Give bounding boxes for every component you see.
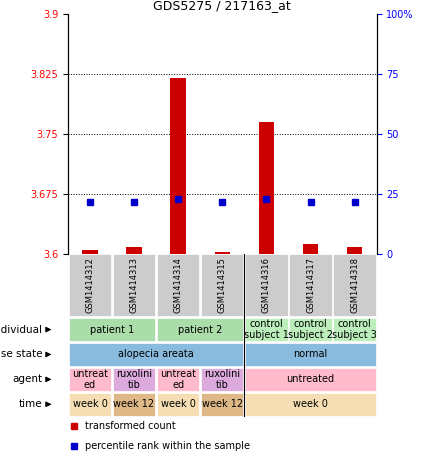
Bar xyxy=(245,368,376,391)
Text: GSM1414317: GSM1414317 xyxy=(306,257,315,313)
Bar xyxy=(333,318,376,341)
Bar xyxy=(245,318,288,341)
Bar xyxy=(69,343,244,366)
Text: week 12: week 12 xyxy=(202,399,243,410)
Bar xyxy=(157,368,199,391)
Bar xyxy=(69,368,111,391)
Bar xyxy=(245,343,376,366)
Text: untreat
ed: untreat ed xyxy=(72,369,108,390)
Text: control
subject 2: control subject 2 xyxy=(288,319,333,340)
Bar xyxy=(303,244,318,254)
Text: ruxolini
tib: ruxolini tib xyxy=(116,369,152,390)
Text: control
subject 3: control subject 3 xyxy=(332,319,377,340)
Text: GSM1414314: GSM1414314 xyxy=(174,257,183,313)
Text: disease state: disease state xyxy=(0,349,42,360)
Text: patient 2: patient 2 xyxy=(178,324,223,335)
Bar xyxy=(69,254,111,317)
Text: week 12: week 12 xyxy=(113,399,155,410)
Bar xyxy=(290,254,332,317)
Text: GSM1414313: GSM1414313 xyxy=(130,257,138,313)
Text: week 0: week 0 xyxy=(161,399,196,410)
Text: time: time xyxy=(18,399,42,410)
Title: GDS5275 / 217163_at: GDS5275 / 217163_at xyxy=(153,0,291,12)
Text: transformed count: transformed count xyxy=(85,421,176,431)
Text: agent: agent xyxy=(12,374,42,385)
Text: untreated: untreated xyxy=(286,374,335,385)
Bar xyxy=(201,254,244,317)
Bar xyxy=(215,252,230,254)
Bar xyxy=(113,254,155,317)
Text: individual: individual xyxy=(0,324,42,335)
Bar xyxy=(69,393,111,416)
Bar xyxy=(157,254,199,317)
Bar xyxy=(245,393,376,416)
Text: untreat
ed: untreat ed xyxy=(160,369,196,390)
Text: ruxolini
tib: ruxolini tib xyxy=(204,369,240,390)
Text: week 0: week 0 xyxy=(73,399,107,410)
Bar xyxy=(69,318,155,341)
Bar xyxy=(290,318,332,341)
Bar xyxy=(157,318,244,341)
Text: percentile rank within the sample: percentile rank within the sample xyxy=(85,441,250,451)
Bar xyxy=(82,250,98,254)
Bar xyxy=(201,368,244,391)
Bar xyxy=(113,368,155,391)
Text: alopecia areata: alopecia areata xyxy=(118,349,194,360)
Bar xyxy=(201,393,244,416)
Bar xyxy=(245,254,288,317)
Text: GSM1414318: GSM1414318 xyxy=(350,257,359,313)
Text: patient 1: patient 1 xyxy=(90,324,134,335)
Bar xyxy=(170,77,186,254)
Text: normal: normal xyxy=(293,349,328,360)
Text: week 0: week 0 xyxy=(293,399,328,410)
Bar xyxy=(259,121,274,254)
Bar xyxy=(347,247,362,254)
Text: GSM1414315: GSM1414315 xyxy=(218,257,227,313)
Bar xyxy=(333,254,376,317)
Bar xyxy=(157,393,199,416)
Text: control
subject 1: control subject 1 xyxy=(244,319,289,340)
Text: GSM1414312: GSM1414312 xyxy=(85,257,95,313)
Bar xyxy=(126,247,142,254)
Bar xyxy=(113,393,155,416)
Text: GSM1414316: GSM1414316 xyxy=(262,257,271,313)
